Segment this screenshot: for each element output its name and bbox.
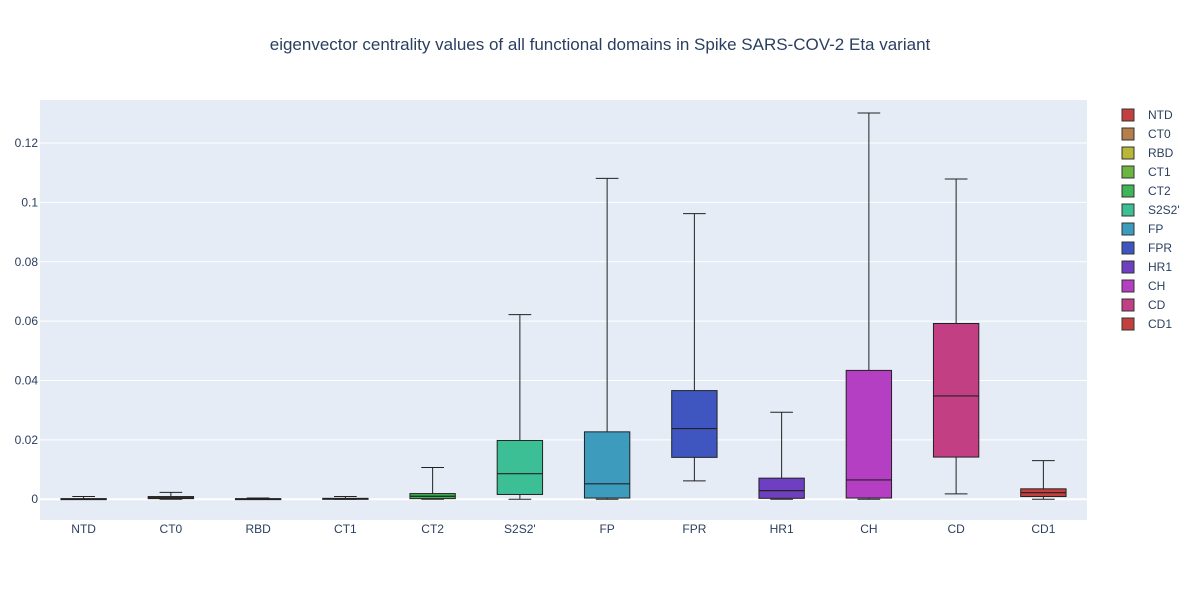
y-tick-label: 0.06 xyxy=(15,314,39,328)
legend-swatch xyxy=(1121,127,1135,141)
x-tick-label: CT1 xyxy=(334,522,357,536)
box-iqr xyxy=(496,439,544,495)
legend-item[interactable]: FPR xyxy=(1121,241,1172,255)
box-9[interactable] xyxy=(845,112,893,500)
y-tick-label: 0.08 xyxy=(15,255,39,269)
y-tick-label: 0.02 xyxy=(15,433,39,447)
legend-item[interactable]: CH xyxy=(1121,279,1165,293)
x-tick-label: HR1 xyxy=(770,522,794,536)
legend-label: NTD xyxy=(1148,108,1173,122)
y-axis-ticks: 0 0.02 0.04 0.06 0.08 0.1 0.12 xyxy=(15,136,39,506)
box-6[interactable] xyxy=(583,177,631,500)
x-tick-label: FP xyxy=(599,522,614,536)
legend-label: CH xyxy=(1148,279,1165,293)
y-tick-label: 0.12 xyxy=(15,136,39,150)
plot-area xyxy=(40,100,1087,520)
legend-label: S2S2' xyxy=(1148,203,1180,217)
x-tick-label: NTD xyxy=(71,522,96,536)
box-3[interactable] xyxy=(322,496,369,500)
x-axis-ticks: NTD CT0 RBD CT1 CT2 S2S2' FP FPR HR1 CH CD CD1 xyxy=(71,522,1055,536)
box-10[interactable] xyxy=(932,178,980,495)
box-iqr xyxy=(671,390,718,458)
legend-label: CT1 xyxy=(1148,165,1171,179)
x-tick-label: CD1 xyxy=(1031,522,1055,536)
x-tick-label: S2S2' xyxy=(504,522,536,536)
legend-item[interactable]: CD xyxy=(1121,298,1166,312)
x-tick-label: CT2 xyxy=(421,522,444,536)
legend-label: CD xyxy=(1148,298,1166,312)
legend-label: FP xyxy=(1148,222,1163,236)
legend[interactable]: NTD CT0 RBD CT1 CT2 S2S2' FP FPR HR1 CH CD CD1 xyxy=(1121,108,1180,331)
legend-label: FPR xyxy=(1148,241,1172,255)
box-5[interactable] xyxy=(496,314,544,500)
legend-item[interactable]: CT1 xyxy=(1121,165,1171,179)
box-series xyxy=(60,112,1067,501)
chart-title: eigenvector centrality values of all fun… xyxy=(270,35,931,54)
legend-item[interactable]: CT2 xyxy=(1121,184,1171,198)
legend-swatch xyxy=(1121,241,1135,255)
box-2[interactable] xyxy=(234,497,282,501)
box-1[interactable] xyxy=(147,491,195,500)
legend-item[interactable]: FP xyxy=(1121,222,1163,236)
legend-swatch xyxy=(1121,203,1135,217)
legend-swatch xyxy=(1121,317,1135,331)
box-4[interactable] xyxy=(409,466,456,500)
y-tick-label: 0 xyxy=(31,492,38,506)
y-tick-label: 0.04 xyxy=(15,373,39,387)
legend-swatch xyxy=(1121,165,1135,179)
x-tick-label: FPR xyxy=(682,522,706,536)
legend-label: CT0 xyxy=(1148,127,1171,141)
box-iqr xyxy=(932,323,980,458)
legend-item[interactable]: S2S2' xyxy=(1121,203,1180,217)
legend-swatch xyxy=(1121,260,1135,274)
box-iqr xyxy=(845,369,893,499)
legend-swatch xyxy=(1121,222,1135,236)
y-tick-label: 0.1 xyxy=(21,195,38,209)
x-tick-label: CT0 xyxy=(160,522,183,536)
legend-swatch xyxy=(1121,108,1135,122)
legend-item[interactable]: HR1 xyxy=(1121,260,1172,274)
y-gridlines xyxy=(40,142,1087,501)
box-0[interactable] xyxy=(60,496,107,501)
box-11[interactable] xyxy=(1020,460,1067,500)
legend-label: RBD xyxy=(1148,146,1174,160)
legend-swatch xyxy=(1121,279,1135,293)
legend-swatch xyxy=(1121,146,1135,160)
legend-swatch xyxy=(1121,298,1135,312)
x-tick-label: CH xyxy=(860,522,877,536)
legend-item[interactable]: CD1 xyxy=(1121,317,1172,331)
x-tick-label: CD xyxy=(947,522,965,536)
box-iqr xyxy=(758,477,805,499)
x-tick-label: RBD xyxy=(245,522,271,536)
legend-label: HR1 xyxy=(1148,260,1172,274)
box-7[interactable] xyxy=(671,213,718,482)
legend-item[interactable]: NTD xyxy=(1121,108,1173,122)
box-8[interactable] xyxy=(758,411,805,500)
legend-swatch xyxy=(1121,184,1135,198)
box-iqr xyxy=(583,431,631,499)
legend-label: CD1 xyxy=(1148,317,1172,331)
legend-item[interactable]: RBD xyxy=(1121,146,1174,160)
legend-label: CT2 xyxy=(1148,184,1171,198)
legend-item[interactable]: CT0 xyxy=(1121,127,1171,141)
